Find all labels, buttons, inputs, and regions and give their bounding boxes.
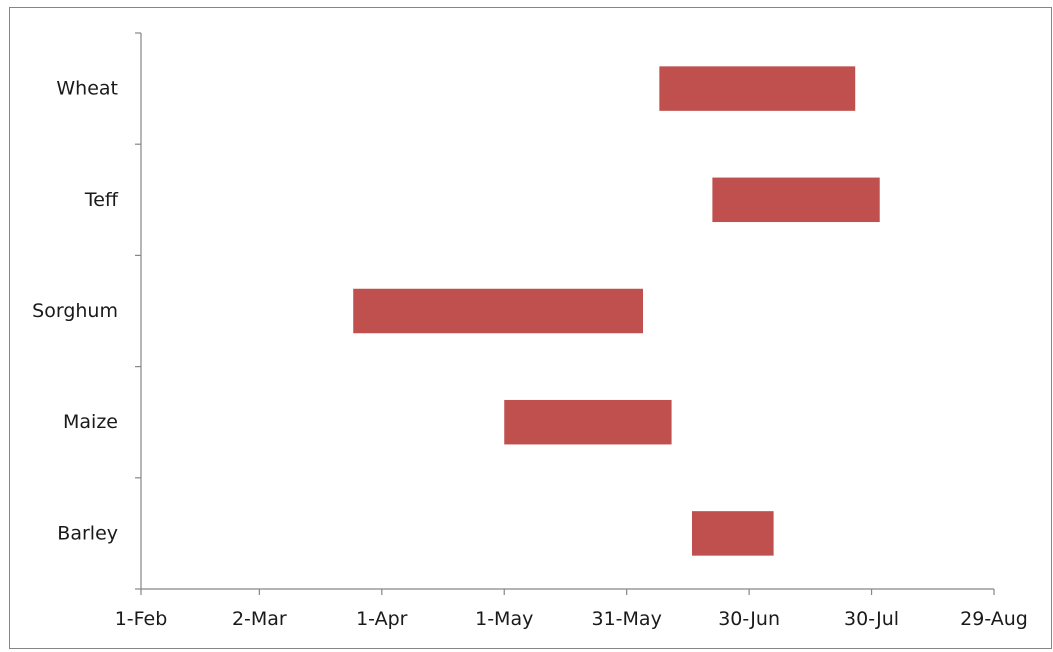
y-tick-label-sorghum: Sorghum [32,300,118,322]
x-tick-label: 1-May [475,608,533,630]
labels-group: Barley Maize Sorghum Teff Wheat 1-Feb 2-Mar 1-A… [32,78,1028,630]
x-tick-label: 30-Jul [844,608,899,630]
x-tick-label: 1-Feb [115,608,168,630]
x-tick-label: 31-May [592,608,662,630]
axes-group [135,32,995,595]
x-tick-label: 30-Jun [718,608,780,630]
bar-sorghum [353,288,644,334]
x-tick-label: 1-Apr [356,608,408,630]
x-tick-label: 29-Aug [960,608,1028,630]
y-tick-label-wheat: Wheat [56,78,118,100]
y-tick-label-barley: Barley [57,522,118,544]
bar-wheat [659,66,856,111]
bars-group [353,66,880,556]
bar-maize [504,399,672,445]
y-tick-label-teff: Teff [84,189,119,211]
x-tick-label: 2-Mar [232,608,287,630]
bar-barley [691,511,774,556]
y-tick-label-maize: Maize [63,411,118,433]
bar-teff [712,177,880,223]
